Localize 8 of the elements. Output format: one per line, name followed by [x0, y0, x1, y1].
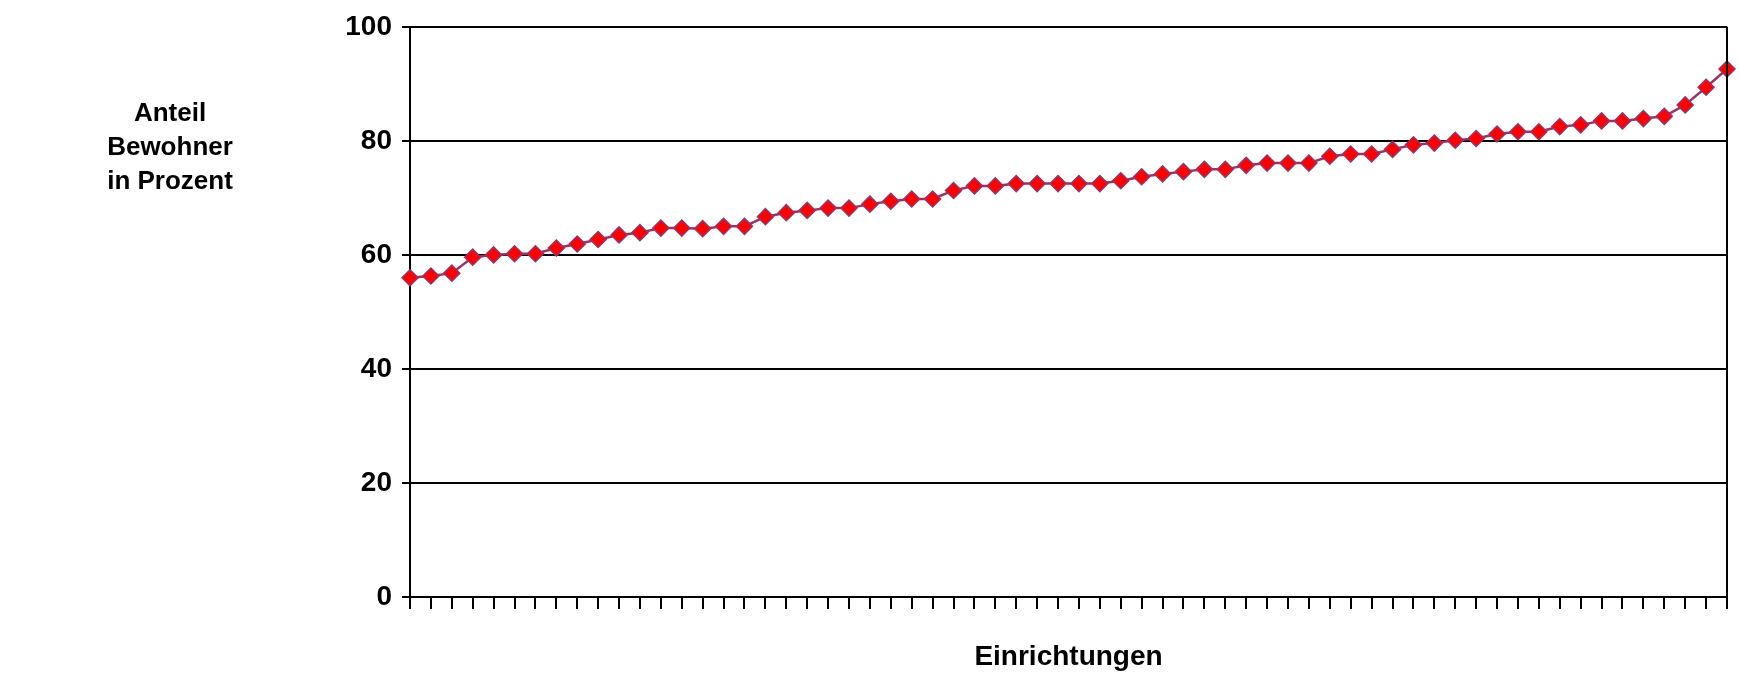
y-tick-label: 100 — [345, 9, 392, 41]
y-tick-label: 40 — [360, 351, 392, 383]
y-tick-label: 60 — [360, 237, 392, 269]
y-tick-label: 80 — [360, 123, 392, 155]
y-axis-title: Anteil Bewohner in Prozent — [106, 96, 234, 197]
x-axis-title: Einrichtungen — [974, 639, 1163, 671]
y-tick-label: 0 — [376, 579, 392, 611]
y-tick-label: 20 — [360, 465, 392, 497]
